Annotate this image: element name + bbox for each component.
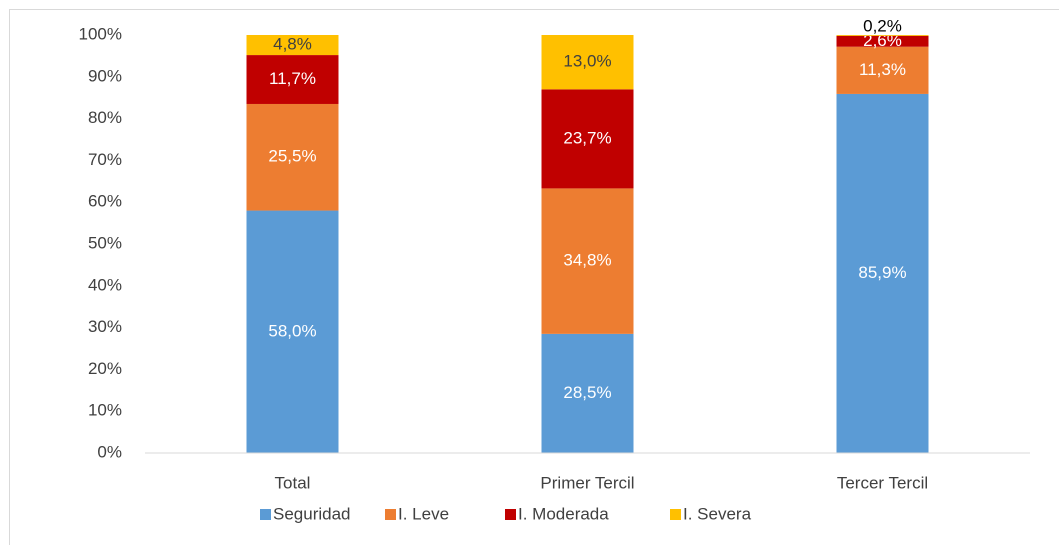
y-tick-label: 90% — [88, 66, 122, 85]
bar-segment — [541, 35, 634, 90]
bar-segment — [836, 46, 929, 94]
bar-segment — [246, 35, 339, 56]
y-tick-label: 60% — [88, 192, 122, 211]
bar-segment — [836, 35, 929, 36]
bar-segment — [541, 188, 634, 334]
data-label: 11,3% — [859, 60, 906, 79]
y-tick-label: 70% — [88, 150, 122, 169]
legend-label: Seguridad — [273, 504, 351, 523]
y-tick-label: 10% — [88, 401, 122, 420]
data-label: 58,0% — [268, 321, 316, 340]
bar-segment — [836, 93, 929, 454]
data-label: 13,0% — [563, 52, 611, 71]
y-tick-label: 20% — [88, 359, 122, 378]
data-label: 28,5% — [563, 383, 611, 402]
legend-swatch — [385, 509, 396, 520]
bar-segment — [541, 333, 634, 453]
y-tick-label: 80% — [88, 108, 122, 127]
y-tick-label: 0% — [97, 442, 122, 461]
legend-swatch — [260, 509, 271, 520]
y-tick-label: 30% — [88, 317, 122, 336]
data-label: 23,7% — [563, 128, 611, 147]
bar-segment — [246, 210, 339, 453]
x-tick-label: Tercer Tercil — [837, 473, 928, 492]
legend-swatch — [505, 509, 516, 520]
legend-swatch — [670, 509, 681, 520]
chart-border — [9, 9, 1059, 545]
y-tick-label: 50% — [88, 233, 122, 252]
data-label: 25,5% — [268, 147, 316, 166]
legend-label: I. Severa — [683, 504, 752, 523]
data-label: 34,8% — [563, 251, 611, 270]
x-tick-label: Primer Tercil — [540, 473, 634, 492]
data-label: 11,7% — [269, 69, 316, 88]
x-tick-label: Total — [275, 473, 311, 492]
bar-segment — [836, 35, 929, 47]
legend-label: I. Leve — [398, 504, 449, 523]
data-label: 4,8% — [273, 35, 312, 54]
data-label: 0,2% — [863, 16, 902, 35]
bar-segment — [246, 103, 339, 211]
y-tick-label: 100% — [79, 24, 122, 43]
data-label: 85,9% — [858, 263, 906, 282]
bar-segment — [541, 89, 634, 189]
bar-segment — [246, 55, 339, 104]
legend-label: I. Moderada — [518, 504, 609, 523]
y-tick-label: 40% — [88, 275, 122, 294]
